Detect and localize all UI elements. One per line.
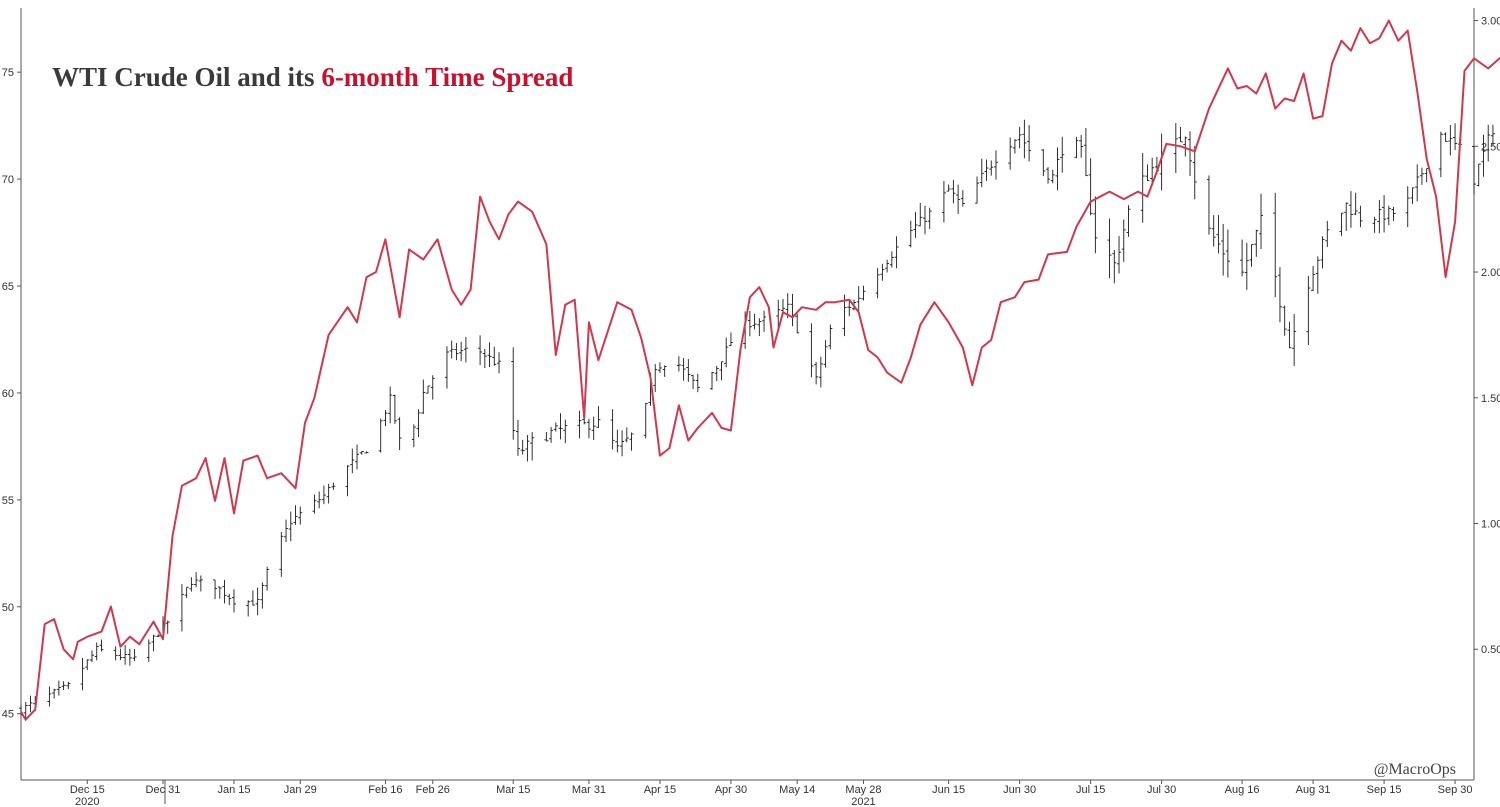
chart-title: WTI Crude Oil and its 6-month Time Sprea…: [52, 62, 573, 92]
x-tick-label: Jan 29: [284, 784, 317, 796]
y-right-tick-label: 0.50: [1481, 644, 1500, 656]
x-tick-label: Sep 30: [1438, 784, 1473, 796]
x-tick-label: Sep 15: [1367, 784, 1402, 796]
y-left-tick-label: 50: [2, 602, 14, 614]
x-tick-label: Aug 16: [1225, 784, 1260, 796]
y-right-tick-label: 1.00: [1481, 519, 1500, 531]
title-part-wti: WTI Crude Oil and its: [52, 62, 321, 92]
x-tick-label: Jul 30: [1147, 784, 1176, 796]
x-year-label: 2020: [75, 796, 99, 807]
x-tick-label: May 28: [845, 784, 881, 796]
y-right-tick-label: 2.00: [1481, 267, 1500, 279]
y-left-tick-label: 75: [2, 67, 14, 79]
spread-line-layer: [20, 19, 1500, 721]
axes-layer: [17, 8, 1478, 804]
x-tick-label: Mar 31: [572, 784, 606, 796]
y-right-tick-label: 1.50: [1481, 393, 1500, 405]
spread-series-line: [20, 19, 1500, 721]
x-year-label: 2021: [851, 796, 875, 807]
x-tick-label: Apr 30: [715, 784, 747, 796]
x-tick-label: Jul 15: [1076, 784, 1105, 796]
x-tick-label: Jan 15: [217, 784, 250, 796]
y-left-tick-label: 65: [2, 281, 14, 293]
y-left-tick-label: 55: [2, 495, 14, 507]
tick-labels-layer: 45 50 55 60 65 70 75 0.50 1.00 1.50 2.00 2.50 3.00 De…: [2, 16, 1500, 807]
x-tick-label: Aug 31: [1296, 784, 1331, 796]
y-right-tick-label: 2.50: [1481, 141, 1500, 153]
y-left-tick-label: 45: [2, 709, 14, 721]
price-bars-layer: [19, 119, 1495, 721]
y-left-tick-label: 60: [2, 388, 14, 400]
x-tick-label: May 14: [779, 784, 815, 796]
x-tick-label: Mar 15: [496, 784, 530, 796]
x-tick-label: Apr 15: [644, 784, 676, 796]
x-tick-label: Feb 26: [416, 784, 450, 796]
y-left-tick-label: 70: [2, 174, 14, 186]
watermark: @MacroOps: [1374, 761, 1456, 778]
x-tick-label: Jun 15: [932, 784, 965, 796]
x-tick-label: Dec 15: [70, 784, 105, 796]
title-part-spread: 6-month Time Spread: [321, 62, 573, 92]
y-right-tick-label: 3.00: [1481, 16, 1500, 28]
x-tick-label: Dec 31: [146, 784, 181, 796]
x-tick-label: Feb 16: [368, 784, 402, 796]
x-tick-label: Jun 30: [1003, 784, 1036, 796]
